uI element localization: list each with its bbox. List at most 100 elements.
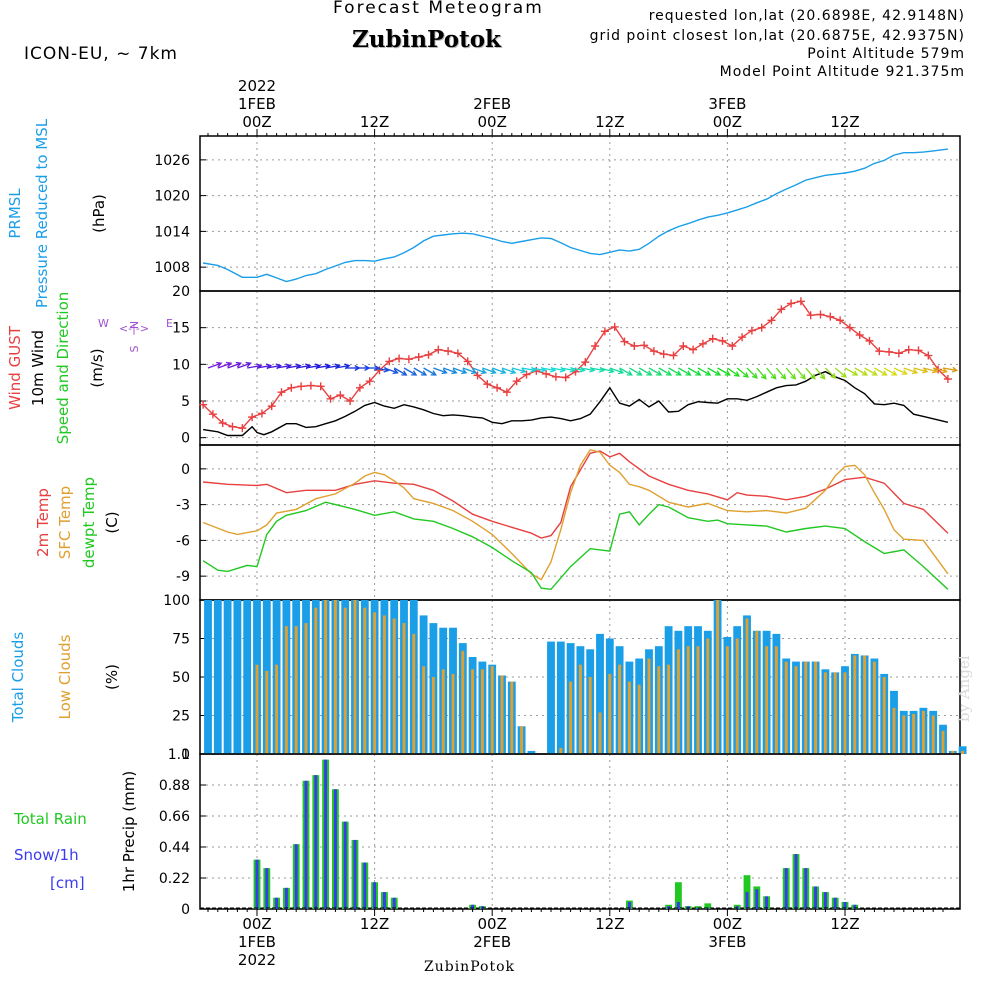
wind-arrow <box>266 364 281 369</box>
y-tick-label: 1020 <box>154 189 190 205</box>
wind-arrow <box>374 367 389 372</box>
wind-arrow-head <box>941 367 949 374</box>
series-line <box>202 148 948 283</box>
gust-point <box>257 409 266 418</box>
low-cloud-bar <box>657 666 661 754</box>
wind-arrow <box>824 367 836 379</box>
wind-arrow <box>756 367 767 380</box>
wind-arrow <box>864 367 878 376</box>
low-cloud-bar <box>921 710 925 754</box>
gust-point <box>248 413 257 422</box>
gust-point <box>424 350 433 359</box>
snow-bar <box>471 904 475 909</box>
snow-bar <box>333 789 337 909</box>
wind-arrow <box>609 367 624 374</box>
low-cloud-bar <box>343 607 347 754</box>
low-cloud-bar <box>696 646 700 754</box>
y-axis-label: SFC Temp <box>56 486 74 559</box>
bottom-time-label: 12Z <box>830 915 859 933</box>
y-tick-label: -6 <box>176 533 190 549</box>
credit-watermark: by Angel <box>955 655 973 722</box>
gust-point <box>669 351 678 360</box>
y-tick-label: 15 <box>172 321 190 337</box>
compass-s: S <box>128 345 141 352</box>
wind-arrow <box>335 364 350 369</box>
gust-point <box>698 339 707 348</box>
wind-arrow-head <box>392 368 399 375</box>
bottom-time-label: 2FEB <box>473 933 511 951</box>
wind-arrow <box>815 367 826 380</box>
total-cloud-bar <box>958 746 967 754</box>
low-cloud-bar <box>941 730 945 754</box>
model-label: ICON-EU, ~ 7km <box>24 44 178 64</box>
gust-point <box>208 410 217 419</box>
low-cloud-bar <box>569 681 573 754</box>
top-time-label: 12Z <box>830 113 859 131</box>
wind-arrow <box>550 367 565 372</box>
low-cloud-bar <box>353 600 357 754</box>
gust-point <box>816 310 825 319</box>
snow-bar <box>627 901 631 909</box>
gust-point <box>689 345 698 354</box>
wind-arrow-head <box>374 365 381 371</box>
gust-point <box>855 331 864 339</box>
wind-arrow <box>707 367 721 376</box>
wind-arrow-head <box>911 368 919 375</box>
wind-arrow <box>883 367 897 376</box>
gust-point <box>630 342 639 350</box>
station-name: ZubinPotok <box>352 26 501 53</box>
wind-arrow <box>531 367 546 372</box>
low-cloud-bar <box>784 661 788 754</box>
wind-arrow-head <box>430 370 437 376</box>
low-cloud-bar <box>324 600 328 754</box>
wind-arrow-head <box>441 368 448 375</box>
low-cloud-bar <box>706 638 710 754</box>
total-cloud-bar <box>233 600 242 754</box>
wind-arrow-head <box>675 370 682 376</box>
wind-arrow-head <box>646 370 653 376</box>
wind-arrow <box>834 367 847 378</box>
wind-arrow-head <box>411 370 418 376</box>
point-altitude: Point Altitude 579m <box>807 46 965 62</box>
y-axis-label: Speed and Direction <box>54 292 72 445</box>
gust-point <box>914 346 923 355</box>
top-time-label: 00Z <box>478 113 507 131</box>
gust-point <box>375 366 384 375</box>
series-line <box>203 450 949 539</box>
gust-point <box>493 383 502 392</box>
top-time-label: 3FEB <box>708 95 746 113</box>
wind-arrow <box>599 367 614 373</box>
low-cloud-bar <box>422 666 426 754</box>
y-axis-label: Pressure Reduced to MSL <box>33 118 51 308</box>
low-cloud-bar <box>578 664 582 754</box>
wind-arrow <box>658 367 672 376</box>
wind-arrow-head <box>861 370 869 376</box>
gust-point <box>845 323 854 332</box>
y-tick-label: 25 <box>172 709 190 725</box>
wind-arrow <box>570 367 585 372</box>
wind-arrow-head <box>714 370 722 376</box>
gust-point <box>708 334 717 343</box>
y-tick-label: 1026 <box>154 153 190 169</box>
requested-coords: requested lon,lat (20.6898E, 42.9148N) <box>648 8 965 24</box>
wind-arrow-head <box>830 372 837 379</box>
y-tick-label: 0.44 <box>159 840 190 856</box>
compass-e: E <box>166 317 173 330</box>
wind-arrow <box>276 364 291 369</box>
low-cloud-bar <box>284 626 288 754</box>
low-cloud-bar <box>823 672 827 754</box>
bottom-time-label: 00Z <box>478 915 507 933</box>
wind-arrow-head <box>819 373 826 380</box>
wind-arrow <box>491 367 506 374</box>
wind-arrow-head <box>852 370 859 376</box>
low-cloud-bar <box>951 750 955 754</box>
y-tick-label: 0 <box>181 747 190 763</box>
bottom-time-label: 2022 <box>238 951 276 969</box>
wind-arrow <box>903 367 918 374</box>
total-cloud-bar <box>556 641 565 754</box>
wind-arrow <box>923 367 938 373</box>
snow-bar <box>853 904 857 909</box>
wind-arrow <box>462 367 477 374</box>
gust-point <box>777 305 786 314</box>
y-tick-label: -3 <box>176 498 190 514</box>
